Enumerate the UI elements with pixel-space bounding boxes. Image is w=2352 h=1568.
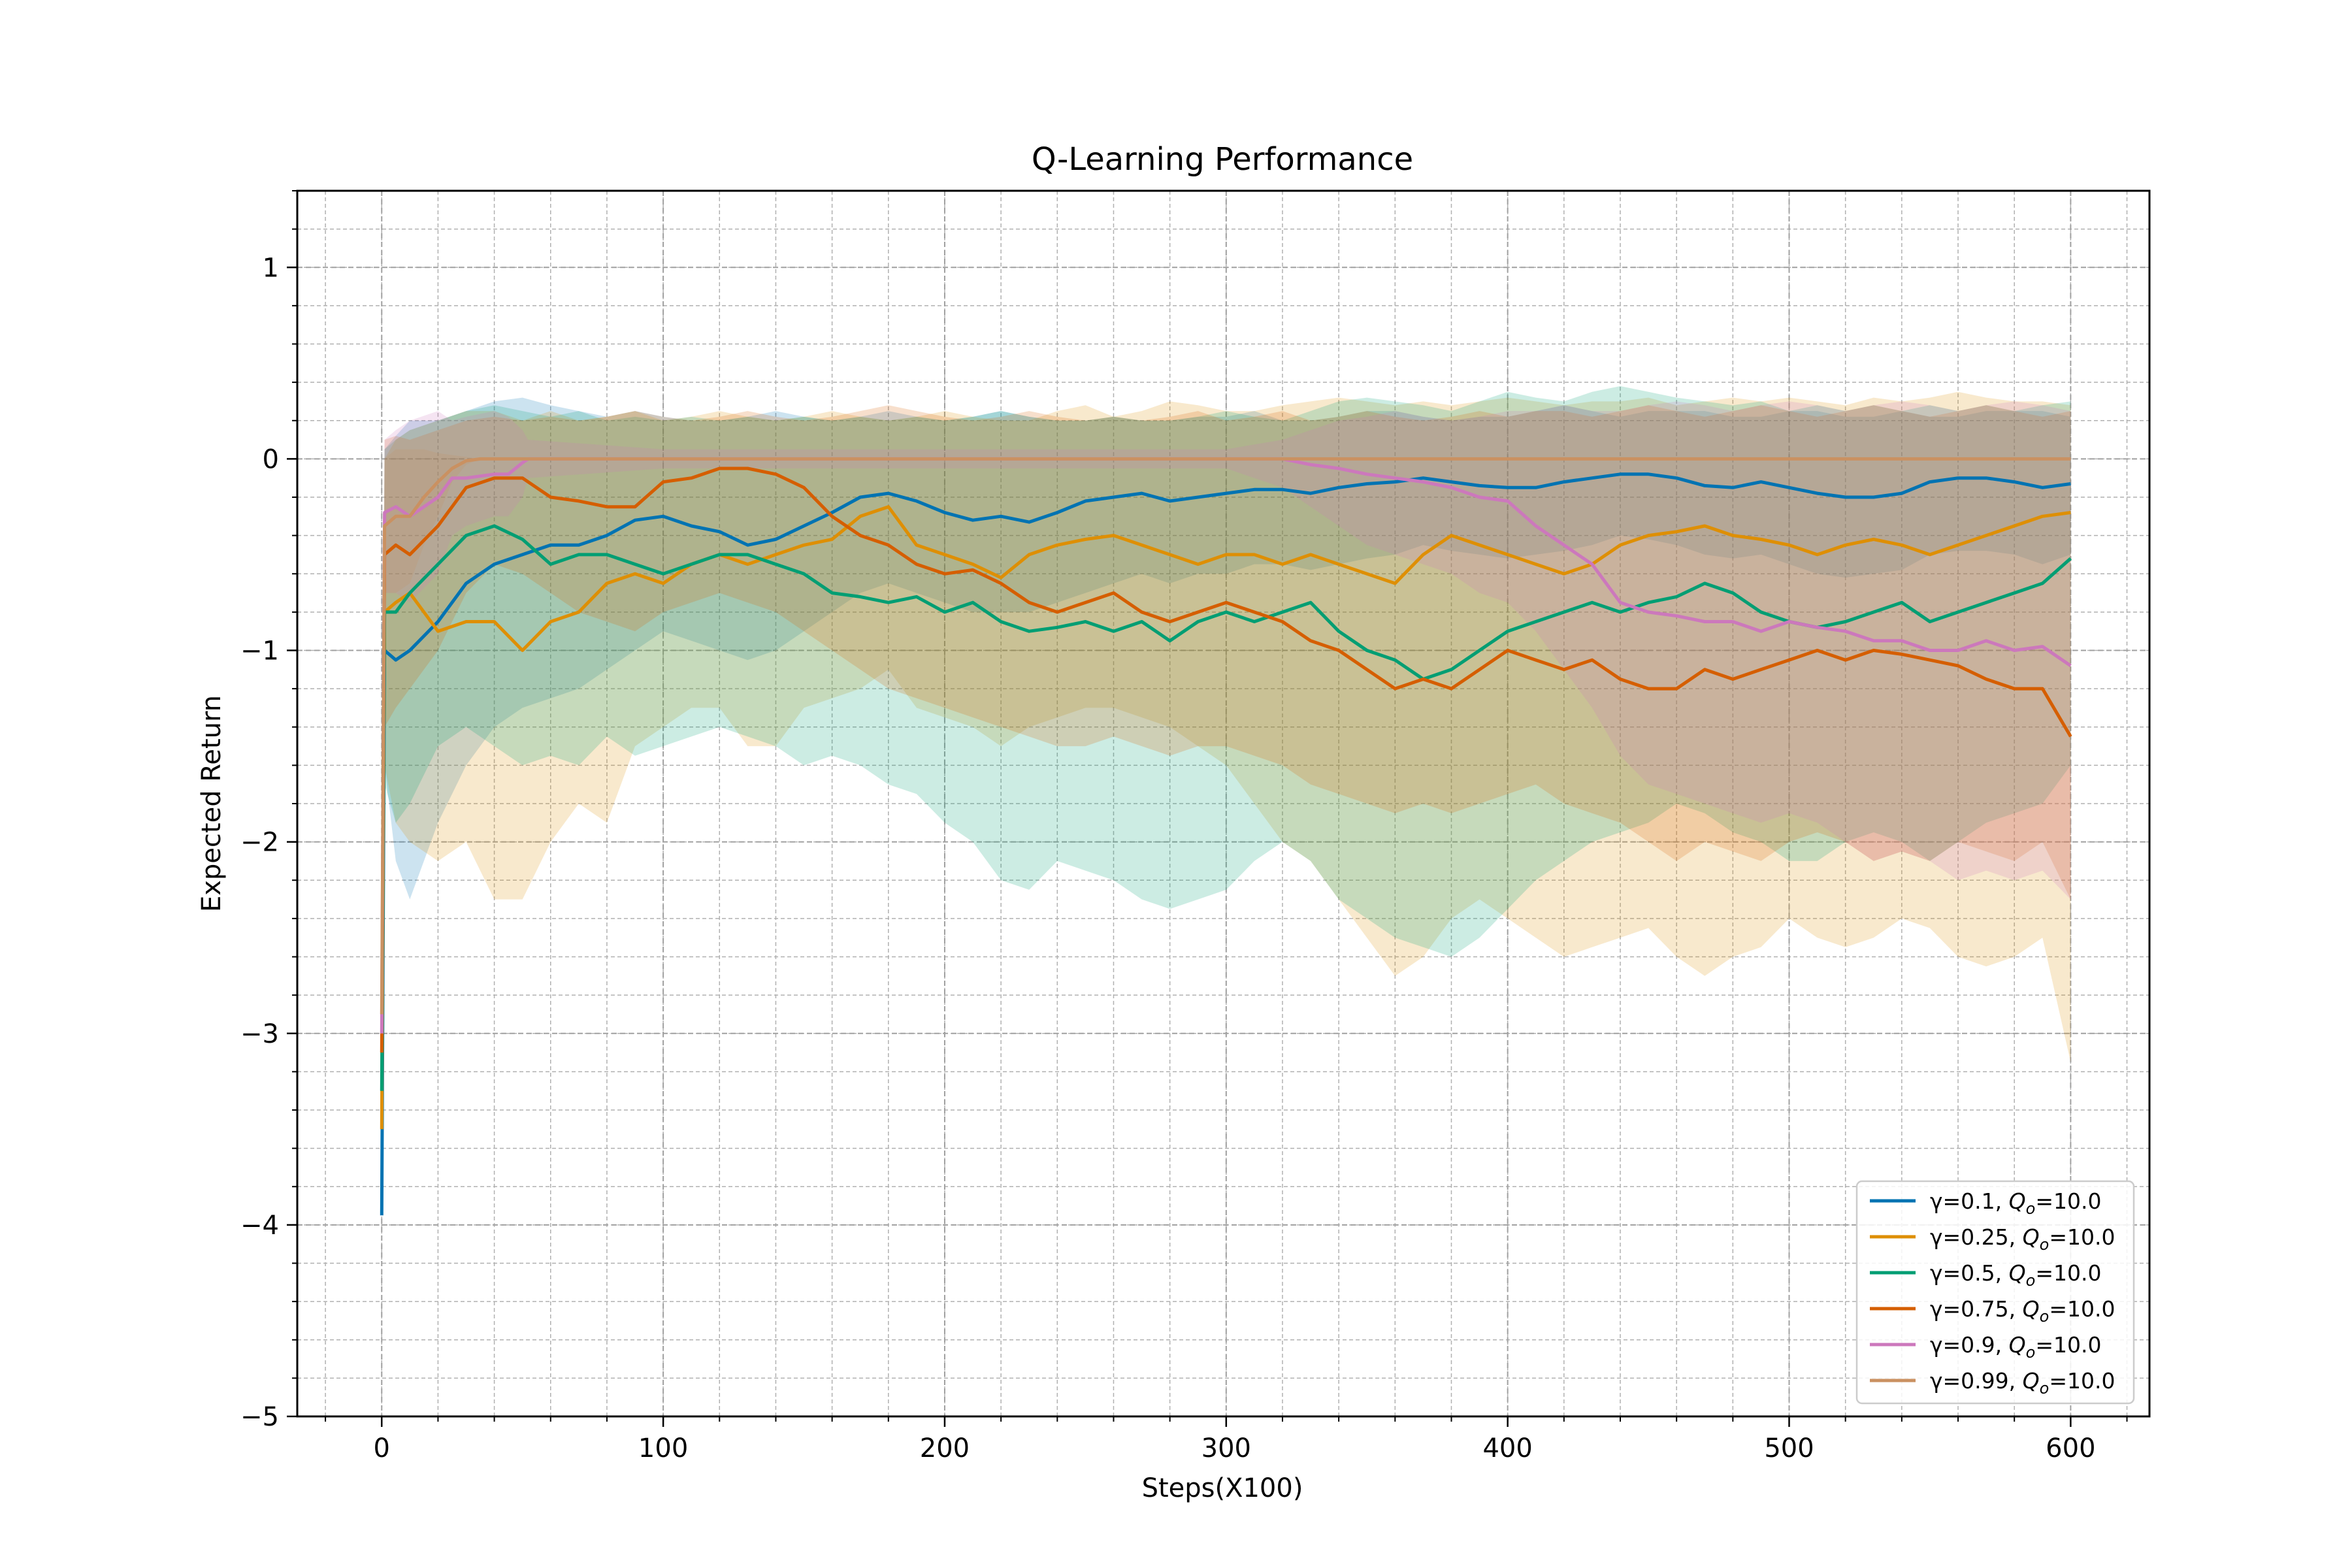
x-tick-label: 600 [2046, 1433, 2095, 1463]
legend-label-1: γ=0.25, Qo=10.0 [1930, 1224, 2115, 1254]
x-tick-label: 200 [920, 1433, 970, 1463]
y-axis-label: Expected Return [197, 695, 227, 912]
y-tick-label: 0 [263, 444, 279, 474]
x-tick-label: 400 [1482, 1433, 1532, 1463]
series-line-5 [380, 457, 2071, 1015]
series-line-1 [380, 505, 2071, 1130]
y-tick-label: −2 [240, 828, 279, 858]
series-band-2 [382, 386, 2071, 1091]
legend-label-0: γ=0.1, Qo=10.0 [1930, 1188, 2101, 1218]
axis-ticks [287, 190, 2128, 1427]
legend-label-4: γ=0.9, Qo=10.0 [1930, 1332, 2101, 1362]
x-axis-label: Steps(X100) [1142, 1473, 1303, 1503]
y-tick-label: −3 [240, 1019, 279, 1049]
confidence-bands [382, 386, 2071, 1216]
series-line-3 [380, 466, 2072, 1053]
series-lines [380, 457, 2072, 1216]
series-band-1 [382, 391, 2071, 1130]
series-band-4 [382, 401, 2071, 1034]
y-tick-label: −5 [240, 1402, 279, 1432]
y-tick-label: 1 [263, 253, 279, 283]
legend-label-2: γ=0.5, Qo=10.0 [1930, 1260, 2101, 1290]
legend-box [1855, 1180, 2135, 1405]
series-line-4 [380, 457, 2072, 1034]
legend-label-3: γ=0.75, Qo=10.0 [1930, 1296, 2115, 1326]
legend: γ=0.1, Qo=10.0 γ=0.25, Qo=10.0 γ=0.5, Qo=1… [1855, 1180, 2135, 1405]
x-tick-label: 100 [638, 1433, 688, 1463]
x-tick-label: 300 [1201, 1433, 1251, 1463]
y-tick-label: −4 [240, 1211, 279, 1241]
chart-title: Q-Learning Performance [1032, 141, 1413, 178]
series-band-0 [382, 397, 2071, 1216]
x-tick-label: 0 [374, 1433, 390, 1463]
series-line-0 [380, 472, 2071, 1216]
series-band-3 [382, 405, 2071, 1053]
series-line-2 [380, 524, 2072, 1091]
y-tick-label: −1 [240, 636, 279, 666]
x-tick-label: 500 [1764, 1433, 1814, 1463]
axis-tick-labels: 0 100 200 300 400 500 600 −5 −4 −3 −2 −1 0 1 [240, 253, 2096, 1463]
legend-label-5: γ=0.99, Qo=10.0 [1930, 1368, 2115, 1397]
